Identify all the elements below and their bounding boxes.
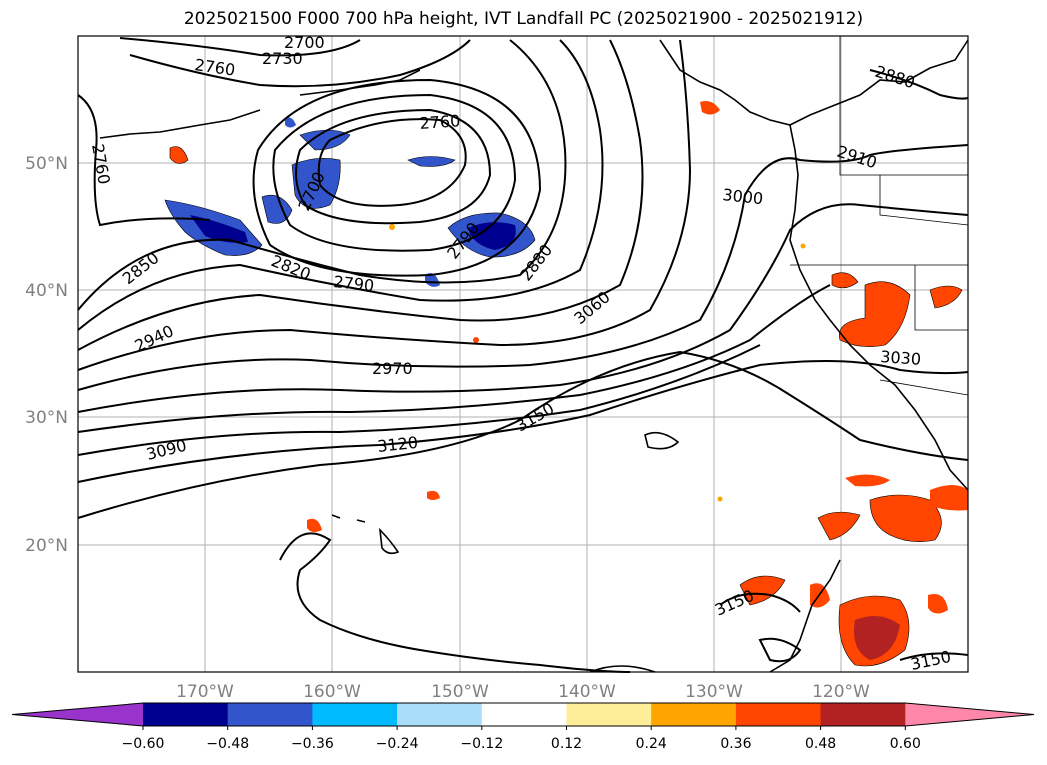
lon-label: 160°W	[303, 682, 361, 702]
contour-label: 2730	[262, 49, 303, 68]
map-title: 2025021500 F000 700 hPa height, IVT Land…	[183, 9, 864, 29]
coastlines	[99, 39, 969, 673]
colorbar-tick-label: −0.24	[376, 736, 419, 752]
contour-label: 2700	[284, 33, 325, 52]
lon-label: 120°W	[812, 682, 870, 702]
longitude-labels: 170°W 160°W 150°W 140°W 130°W 120°W	[176, 682, 870, 702]
colorbar-tick-label: −0.36	[291, 736, 334, 752]
colorbar-extend-max	[905, 703, 1034, 726]
colorbar-segment	[397, 703, 483, 726]
colorbar-tick-label: −0.12	[460, 736, 503, 752]
lon-label: 150°W	[431, 682, 489, 702]
contour-label: 3120	[376, 433, 418, 456]
political-borders	[790, 36, 969, 396]
lat-label: 20°N	[25, 536, 68, 556]
colorbar-tick-label: 0.12	[551, 736, 582, 752]
colorbar-tick-label: 0.24	[636, 736, 667, 752]
lon-label: 130°W	[685, 682, 743, 702]
lat-label: 30°N	[25, 408, 68, 428]
lat-label: 40°N	[25, 281, 68, 301]
contour-label: 2970	[372, 359, 413, 378]
lat-label: 50°N	[25, 154, 68, 174]
colorbar-tick-label: 0.48	[805, 736, 836, 752]
contour-label: 3030	[880, 347, 922, 369]
colorbar-segment	[820, 703, 906, 726]
colorbar-segment	[566, 703, 652, 726]
colorbar-tick-label: −0.48	[206, 736, 249, 752]
colorbar-tick-label: −0.60	[122, 736, 165, 752]
colorbar-segment	[651, 703, 737, 726]
colorbar: −0.60 −0.48 −0.36 −0.24 −0.12 0.12 0.24 0.36 0.4…	[11, 702, 1035, 752]
graticule	[78, 36, 968, 672]
height-contours	[77, 37, 969, 673]
colorbar-segment	[312, 703, 398, 726]
colorbar-segment	[227, 703, 313, 726]
lon-label: 170°W	[176, 682, 234, 702]
contour-label: 3000	[722, 185, 764, 208]
colorbar-extend-min	[12, 703, 143, 726]
contour-label: 2790	[333, 272, 375, 295]
map-frame	[77, 35, 969, 673]
lon-label: 140°W	[558, 682, 616, 702]
colorbar-segment	[735, 703, 822, 726]
latitude-labels: 50°N 40°N 30°N 20°N	[25, 154, 68, 556]
colorbar-tick-label: 0.36	[720, 736, 751, 752]
colorbar-tick-label: 0.60	[890, 736, 921, 752]
contour-label: 2760	[419, 111, 461, 133]
colorbar-segment	[143, 703, 229, 726]
colorbar-segment	[481, 703, 567, 726]
